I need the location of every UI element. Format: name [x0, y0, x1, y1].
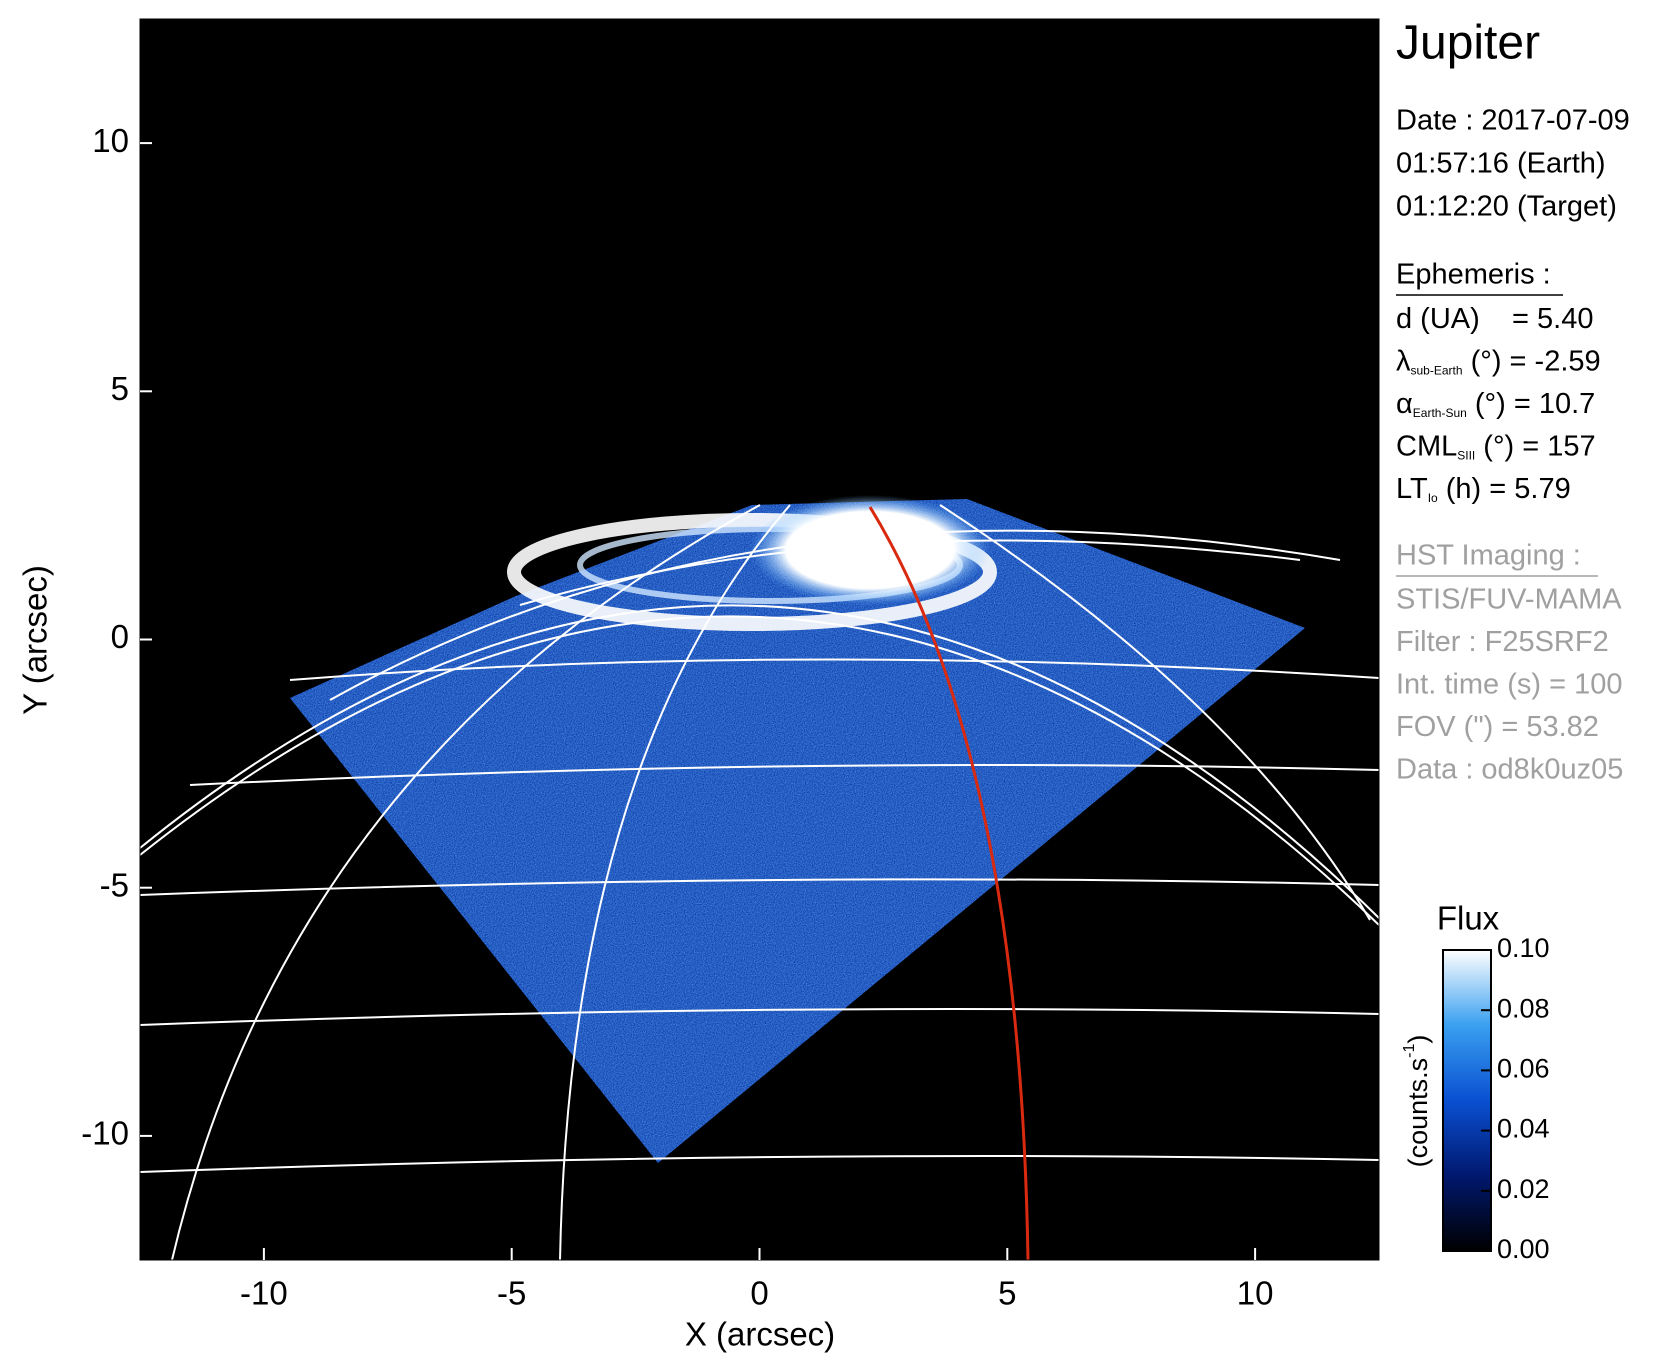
- ephemeris-symbol: d (UA) = 5.40: [1396, 303, 1593, 335]
- imaging-line: Int. time (s) = 100: [1396, 669, 1622, 701]
- colorbar-tick-label: 0.10: [1497, 933, 1550, 963]
- axes: -10 -5 0 5 10 -10 -5 0 5 10: [81, 122, 1273, 1312]
- y-tick-label: 0: [111, 618, 129, 655]
- colorbar-tick-label: 0.06: [1497, 1054, 1550, 1084]
- ephemeris-subscript: Earth-Sun: [1413, 406, 1467, 420]
- ephemeris-line: d (UA) = 5.40: [1396, 303, 1593, 335]
- imaging-line: Filter : F25SRF2: [1396, 626, 1609, 658]
- x-tick-label: 10: [1237, 1275, 1274, 1312]
- colorbar-title: Flux: [1437, 900, 1500, 937]
- ephemeris-value: (°) = 157: [1475, 430, 1595, 462]
- imaging-line: Data : od8k0uz05: [1396, 754, 1623, 786]
- x-tick-label: -5: [497, 1275, 526, 1312]
- ephemeris-symbol: LT: [1396, 473, 1428, 505]
- y-tick-label: -10: [81, 1115, 129, 1152]
- ephemeris-heading: Ephemeris :: [1396, 259, 1551, 291]
- ephemeris-symbol: CML: [1396, 430, 1457, 462]
- units-sup: -1: [1401, 1044, 1418, 1058]
- x-tick-label: 0: [750, 1275, 768, 1312]
- imaging-heading: HST Imaging :: [1396, 540, 1581, 572]
- ephemeris-line: λsub-Earth (°) = -2.59: [1396, 345, 1601, 378]
- date-line: 01:12:20 (Target): [1396, 191, 1617, 223]
- ephemeris-line: αEarth-Sun (°) = 10.7: [1396, 388, 1595, 421]
- y-tick-label: -5: [100, 866, 129, 903]
- colorbar-units: (counts.s-1): [1401, 1035, 1433, 1168]
- ephemeris-symbol: α: [1396, 388, 1413, 420]
- date-line: 01:57:16 (Earth): [1396, 148, 1606, 180]
- x-axis-label: X (arcsec): [685, 1316, 835, 1353]
- ephemeris-subscript: sub-Earth: [1411, 364, 1463, 378]
- colorbar-tick-label: 0.02: [1497, 1174, 1550, 1204]
- ephemeris-value: (h) = 5.79: [1438, 473, 1571, 505]
- ephemeris-line: LTIo (h) = 5.79: [1396, 473, 1571, 506]
- x-tick-label: 5: [998, 1275, 1016, 1312]
- ephemeris-line: CMLSIII (°) = 157: [1396, 430, 1596, 463]
- units: (counts.s: [1403, 1058, 1433, 1168]
- imaging-line: STIS/FUV-MAMA: [1396, 584, 1622, 616]
- units: ): [1403, 1035, 1433, 1044]
- x-tick-label: -10: [240, 1275, 288, 1312]
- ephemeris-subscript: SIII: [1457, 449, 1475, 463]
- colorbar-tick-label: 0.04: [1497, 1114, 1550, 1144]
- colorbar-tick-label: 0.00: [1497, 1234, 1550, 1264]
- y-axis-label: Y (arcsec): [17, 565, 54, 715]
- ephemeris-value: (°) = 10.7: [1467, 388, 1595, 420]
- info-panel: Date : 2017-07-09 01:57:16 (Earth) 01:12:2…: [1396, 105, 1630, 786]
- imaging-line: FOV (") = 53.82: [1396, 711, 1599, 743]
- y-tick-label: 5: [111, 370, 129, 407]
- ephemeris-symbol: λ: [1396, 345, 1411, 377]
- date-line: Date : 2017-07-09: [1396, 105, 1630, 137]
- colorbar-tick-label: 0.08: [1497, 993, 1550, 1023]
- image: [140, 19, 1379, 1260]
- ephemeris-subscript: Io: [1428, 491, 1438, 505]
- planet-title: Jupiter: [1396, 17, 1540, 70]
- ephemeris-value: (°) = -2.59: [1463, 345, 1601, 377]
- y-tick-label: 10: [92, 122, 129, 159]
- colorbar: [1442, 949, 1492, 1252]
